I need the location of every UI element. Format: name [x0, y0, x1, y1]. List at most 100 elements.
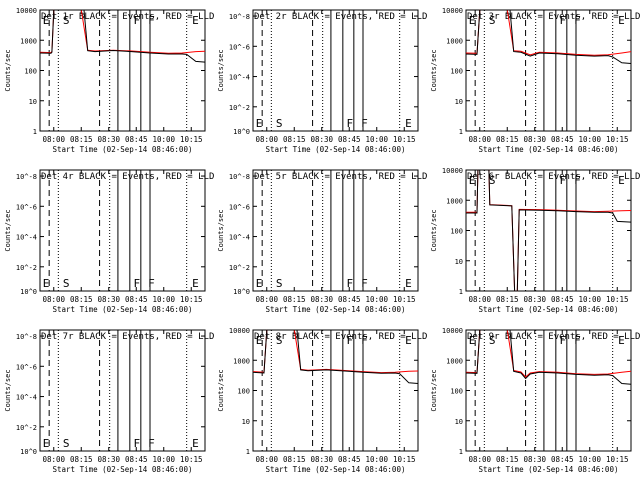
- x-tick-label: 08:30: [523, 295, 546, 304]
- y-tick-label: 10^-2: [16, 424, 37, 432]
- y-axis-label: Counts/sec: [430, 209, 438, 251]
- y-tick-label: 10^-4: [16, 394, 37, 402]
- x-tick-label: 10:00: [152, 295, 175, 304]
- marker-S: S: [63, 277, 70, 290]
- y-axis-label: Counts/sec: [4, 369, 12, 411]
- x-tick-label: 08:30: [97, 135, 120, 144]
- marker-E: E: [469, 174, 476, 187]
- x-tick-label: 10:15: [606, 295, 629, 304]
- marker-E: E: [256, 117, 263, 130]
- y-tick-label: 10^-2: [229, 104, 250, 112]
- y-tick-label: 10^-2: [16, 264, 37, 272]
- y-tick-label: 1000: [20, 37, 37, 45]
- y-tick-label: 10^-4: [229, 74, 250, 82]
- marker-F: F: [134, 437, 141, 450]
- marker-S: S: [63, 14, 70, 27]
- x-axis-label: Start Time (02-Sep-14 08:46:00): [53, 305, 193, 314]
- panel-det-4: Det 4r BLACK = Events, RED = LLD 10^0 10^-…: [4, 169, 214, 314]
- x-tick-label: 10:15: [606, 135, 629, 144]
- y-tick-label: 10^-8: [16, 333, 37, 341]
- x-tick-label: 10:00: [365, 455, 388, 464]
- x-tick-label: 08:45: [338, 455, 361, 464]
- y-tick-label: 10^0: [233, 288, 250, 296]
- plot-frame: [252, 169, 419, 292]
- marker-F: F: [574, 334, 581, 347]
- y-tick-label: 10: [242, 418, 250, 426]
- y-axis-label: Counts/sec: [217, 209, 225, 251]
- y-tick-label: 1: [33, 128, 37, 136]
- plot-frame: [465, 329, 632, 452]
- y-tick-label: 100: [237, 388, 250, 396]
- marker-E: E: [405, 117, 412, 130]
- y-axis-label: Counts/sec: [4, 209, 12, 251]
- y-tick-label: 1000: [233, 357, 250, 365]
- y-tick-label: 100: [450, 228, 463, 236]
- x-axis-label: Start Time (02-Sep-14 08:46:00): [266, 465, 406, 474]
- marker-E: E: [192, 277, 199, 290]
- y-tick-label: 10^-6: [16, 203, 37, 211]
- x-tick-label: 08:30: [310, 135, 333, 144]
- marker-F: F: [361, 277, 368, 290]
- x-tick-label: 08:45: [338, 135, 361, 144]
- y-tick-label: 100: [450, 68, 463, 76]
- y-tick-label: 1: [459, 448, 463, 456]
- x-axis-label: Start Time (02-Sep-14 08:46:00): [479, 145, 619, 154]
- marker-E: E: [469, 14, 476, 27]
- marker-F: F: [134, 14, 141, 27]
- x-tick-label: 10:00: [578, 135, 601, 144]
- marker-F: F: [148, 437, 155, 450]
- x-tick-label: 10:00: [152, 135, 175, 144]
- y-tick-label: 10000: [442, 327, 463, 335]
- y-tick-label: 1000: [446, 357, 463, 365]
- marker-S: S: [63, 437, 70, 450]
- x-tick-label: 10:15: [393, 135, 416, 144]
- plot-frame: [465, 9, 632, 132]
- panel-det-9: Det 9r BLACK = Events, RED = LLD 1 10 100 10…: [430, 327, 640, 474]
- x-tick-label: 08:00: [468, 135, 491, 144]
- panel-title: Det 1r BLACK = Events, RED = LLD: [41, 12, 214, 22]
- x-tick-label: 10:15: [180, 135, 203, 144]
- y-axis-label: Counts/sec: [217, 369, 225, 411]
- marker-S: S: [276, 334, 283, 347]
- marker-S: S: [276, 117, 283, 130]
- marker-S: S: [489, 174, 496, 187]
- panel-det-3: Det 3r BLACK = Events, RED = LLD 1 10 100 10…: [430, 7, 640, 154]
- x-axis-label: Start Time (02-Sep-14 08:46:00): [53, 465, 193, 474]
- marker-E: E: [256, 334, 263, 347]
- y-tick-label: 10000: [442, 167, 463, 175]
- plot-frame: [465, 169, 632, 292]
- y-axis-label: Counts/sec: [217, 49, 225, 91]
- x-tick-label: 08:15: [496, 455, 519, 464]
- y-tick-label: 100: [450, 388, 463, 396]
- x-tick-label: 10:15: [606, 455, 629, 464]
- y-tick-label: 10000: [16, 7, 37, 15]
- y-tick-label: 10^-6: [229, 43, 250, 51]
- marker-F: F: [347, 117, 354, 130]
- x-axis-label: Start Time (02-Sep-14 08:46:00): [266, 145, 406, 154]
- panel-det-2: Det 2r BLACK = Events, RED = LLD 10^0 10^-…: [217, 9, 427, 154]
- plot-frame: [252, 9, 419, 132]
- series-lld-red: [466, 169, 632, 292]
- x-tick-label: 08:15: [283, 455, 306, 464]
- marker-F: F: [574, 14, 581, 27]
- panel-title: Det 7r BLACK = Events, RED = LLD: [41, 332, 214, 342]
- y-tick-label: 10000: [442, 7, 463, 15]
- x-tick-label: 10:00: [578, 295, 601, 304]
- x-axis-label: Start Time (02-Sep-14 08:46:00): [479, 305, 619, 314]
- x-tick-label: 08:00: [255, 455, 278, 464]
- x-tick-label: 08:30: [97, 295, 120, 304]
- marker-F: F: [560, 334, 567, 347]
- x-tick-label: 08:15: [496, 135, 519, 144]
- marker-E: E: [405, 277, 412, 290]
- panel-title: Det 4r BLACK = Events, RED = LLD: [41, 172, 214, 182]
- x-tick-label: 08:00: [42, 455, 65, 464]
- panel-det-5: Det 5r BLACK = Events, RED = LLD 10^0 10^-…: [217, 169, 427, 314]
- x-tick-label: 08:30: [523, 455, 546, 464]
- panel-title: Det 6r BLACK = Events, RED = LLD: [467, 172, 640, 182]
- x-tick-label: 10:15: [180, 295, 203, 304]
- marker-E: E: [43, 277, 50, 290]
- panel-title: Det 3r BLACK = Events, RED = LLD: [467, 12, 640, 22]
- x-tick-label: 08:15: [496, 295, 519, 304]
